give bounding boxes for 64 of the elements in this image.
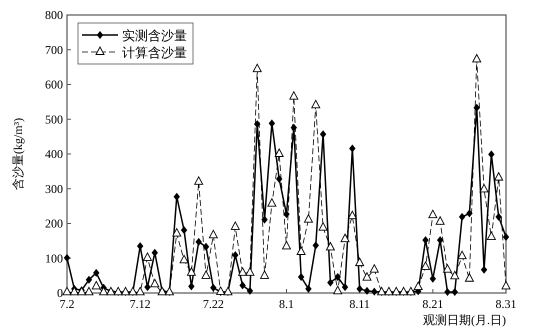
point: [486, 232, 496, 240]
point: [304, 214, 313, 223]
point: [202, 270, 210, 279]
point: [355, 258, 364, 266]
legend-label: 实测含沙量: [122, 28, 187, 43]
y-tick-label: 400: [45, 147, 63, 161]
point: [150, 278, 160, 288]
point: [421, 261, 430, 270]
point: [472, 54, 482, 62]
point: [428, 210, 438, 218]
point: [92, 280, 101, 290]
point: [340, 234, 350, 242]
point: [136, 286, 145, 296]
point: [502, 280, 510, 290]
point: [326, 242, 335, 250]
point: [370, 264, 379, 273]
x-tick-label: 8.11: [349, 297, 370, 311]
y-tick-label: 600: [45, 78, 63, 92]
y-tick-label: 200: [45, 216, 63, 230]
y-tick-label: 500: [45, 112, 63, 126]
point: [494, 172, 504, 181]
y-tick-label: 0: [57, 286, 63, 300]
point: [464, 273, 474, 282]
x-tick-label: 7.12: [130, 297, 151, 311]
x-tick-label: 8.1: [279, 297, 294, 311]
x-tick-label: 8.21: [422, 297, 444, 311]
point: [238, 267, 248, 276]
point: [282, 240, 291, 250]
point: [289, 91, 298, 100]
point: [414, 282, 423, 290]
point: [230, 222, 240, 230]
point: [245, 267, 254, 276]
point: [274, 148, 284, 157]
point: [84, 286, 94, 296]
point: [480, 184, 488, 192]
point: [252, 64, 262, 72]
point: [436, 216, 445, 225]
legend-label: 计算含沙量: [122, 45, 187, 60]
point: [186, 267, 196, 276]
point: [458, 250, 467, 260]
y-tick-label: 100: [45, 251, 63, 266]
point: [143, 252, 152, 261]
x-tick-label: 7.22: [202, 297, 224, 311]
point: [208, 230, 218, 238]
point: [333, 286, 342, 294]
y-tick-label: 800: [45, 8, 63, 22]
point: [311, 100, 320, 108]
point: [362, 272, 372, 281]
point: [450, 270, 460, 280]
y-tick-label: 700: [45, 42, 63, 57]
point: [296, 246, 306, 255]
point: [267, 198, 276, 207]
point: [194, 176, 204, 185]
x-tick-label: 7.2: [60, 297, 74, 311]
y-tick-label: 300: [45, 182, 63, 196]
x-axis-title: 观测日期(月.日): [423, 313, 506, 327]
y-axis-title: 含沙量(kg/m³): [11, 118, 25, 190]
point: [318, 222, 328, 231]
x-tick-label: 8.31: [496, 297, 516, 311]
point: [172, 228, 182, 237]
point: [348, 210, 357, 220]
point: [180, 254, 189, 264]
point: [260, 270, 269, 279]
point: [443, 264, 452, 273]
